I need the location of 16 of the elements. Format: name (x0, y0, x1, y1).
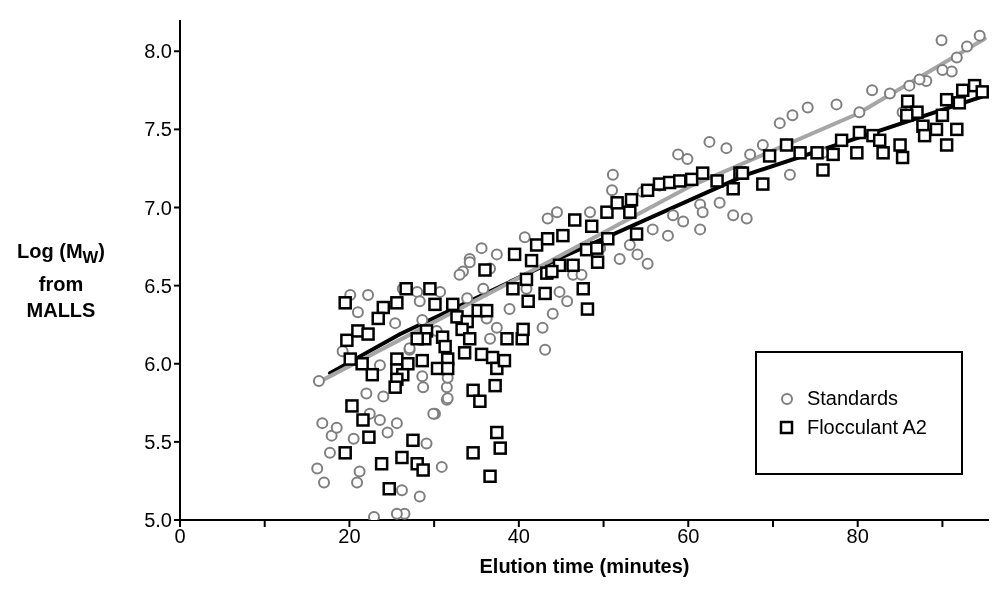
x-tick-label: 20 (338, 525, 361, 548)
y-tick-label: 5.0 (144, 509, 172, 532)
y-tick-label: 5.5 (144, 430, 172, 453)
x-axis-title: Elution time (minutes) (479, 555, 690, 577)
legend-label: Standards (806, 387, 899, 410)
y-tick-label: 7.5 (144, 118, 172, 141)
legend-label: Flocculant A2 (806, 416, 927, 439)
y-tick-label: 8.0 (144, 40, 172, 63)
x-tick-label: 40 (507, 525, 530, 548)
y-axis-title: Log (M$_{W}$) from MALLS (16, 239, 106, 323)
y-tick-label: 7.0 (144, 196, 172, 219)
y-tick-label: 6.5 (144, 274, 172, 297)
x-tick-label: 0 (174, 525, 186, 548)
x-tick-label: 80 (846, 525, 869, 548)
x-tick-label: 60 (677, 525, 700, 548)
y-tick-label: 6.0 (144, 352, 172, 375)
